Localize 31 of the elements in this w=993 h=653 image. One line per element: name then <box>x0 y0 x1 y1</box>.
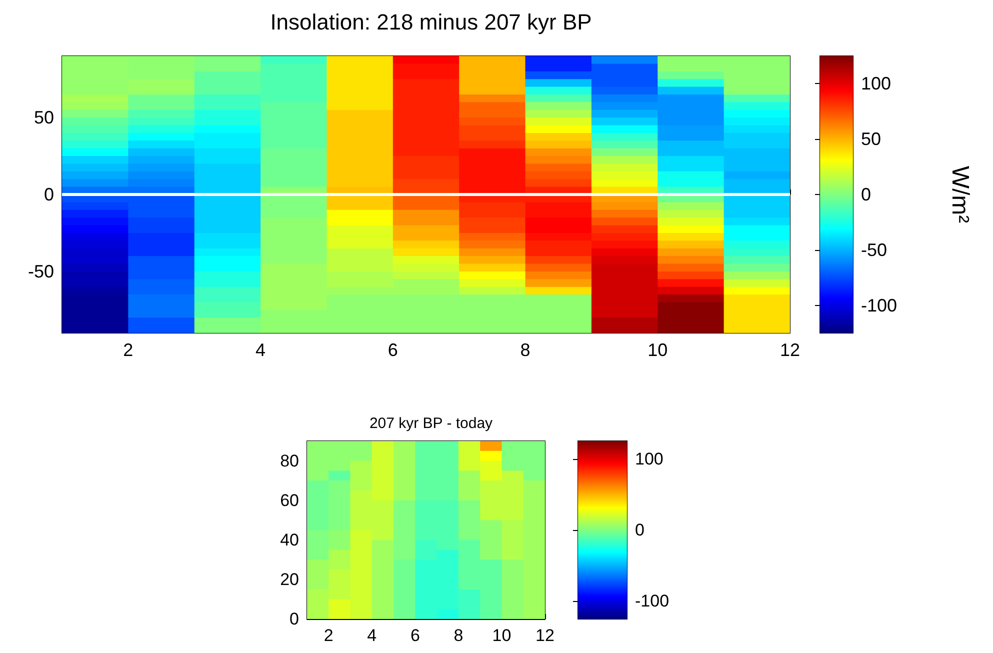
x-tick-label: 12 <box>780 340 800 360</box>
color-bar-label: 100 <box>635 449 664 468</box>
y-tick-label: -50 <box>28 261 54 282</box>
x-tick-label: 2 <box>123 340 134 360</box>
x-tick-label: 2 <box>324 626 334 645</box>
color-bar-label: -100 <box>635 592 670 611</box>
y-tick-label: 20 <box>280 570 299 589</box>
y-tick-label: 0 <box>290 610 299 628</box>
color-bar-label: -100 <box>861 295 898 316</box>
y-tick-label: 40 <box>280 530 299 550</box>
y-tick-label: 60 <box>280 490 299 510</box>
chart-title: 207 kyr BP - today <box>369 415 494 432</box>
y-tick-label: 80 <box>280 451 299 470</box>
x-tick-label: 10 <box>648 340 668 360</box>
color-bar-label: 50 <box>861 129 882 150</box>
x-tick-label: 8 <box>454 626 464 645</box>
chart-title: Insolation: 218 minus 207 kyr BP <box>270 10 592 34</box>
color-bar-title: W/m² <box>946 166 974 224</box>
color-bar-label: 100 <box>861 74 892 94</box>
x-tick-label: 10 <box>492 626 512 645</box>
color-bar-label: -50 <box>861 240 888 260</box>
color-bar-label: 0 <box>861 184 872 204</box>
y-tick-label: 0 <box>44 184 54 204</box>
x-tick-label: 8 <box>520 340 530 360</box>
x-tick-label: 4 <box>367 626 377 645</box>
x-tick-label: 6 <box>410 626 420 645</box>
x-tick-label: 12 <box>536 626 554 645</box>
y-tick-label: 50 <box>34 108 54 128</box>
x-tick-label: 4 <box>256 340 266 360</box>
color-bar-label: 0 <box>635 520 644 540</box>
x-tick-label: 6 <box>388 340 398 360</box>
